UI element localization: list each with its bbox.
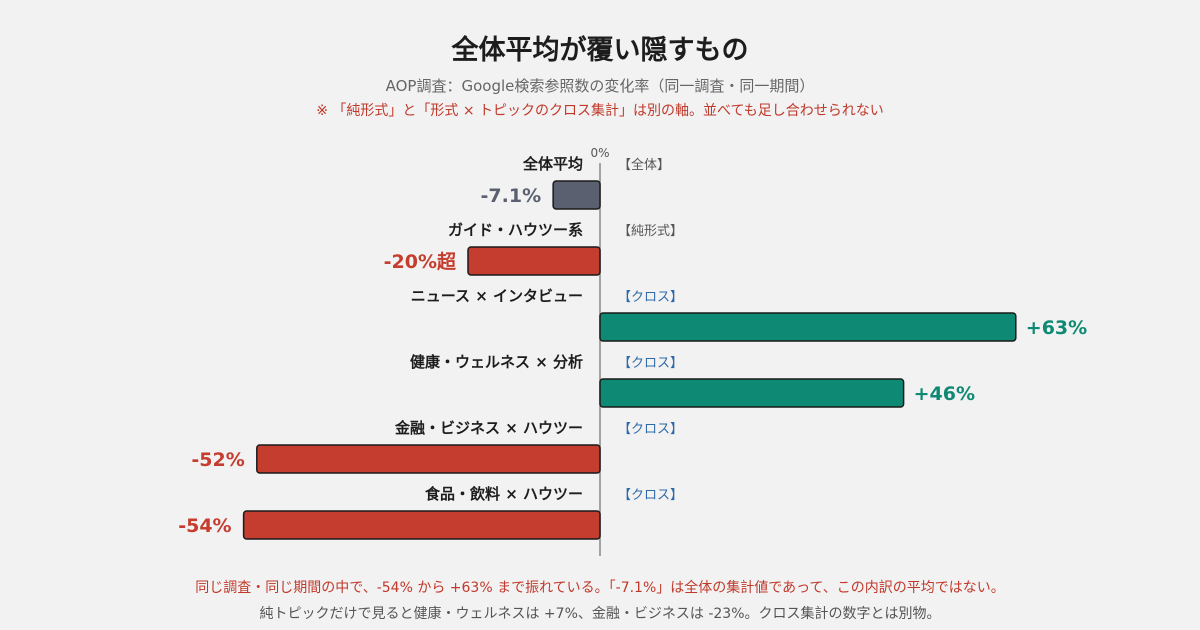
category-tag: 【クロス】	[618, 290, 683, 305]
chart-note: ※ 「純形式」と「形式 × トピックのクロス集計」は別の軸。並べても足し合わせら…	[316, 103, 884, 119]
bar	[599, 378, 905, 408]
footer-note-1: 同じ調査・同じ期間の中で、-54% から +63% まで振れている。「-7.1%…	[195, 580, 1005, 596]
category-label: ガイド・ハウツー系	[448, 221, 583, 239]
bar	[467, 246, 601, 276]
value-label: -54%	[178, 515, 231, 537]
category-label: 食品・飲料 × ハウツー	[425, 485, 583, 503]
footer-note-2: 純トピックだけで見ると健康・ウェルネスは +7%、金融・ビジネスは -23%。ク…	[259, 606, 941, 622]
chart-subtitle: AOP調査：Google検索参照数の変化率（同一調査・同一期間）	[385, 77, 815, 95]
zero-axis-label: 0%	[590, 146, 609, 160]
bar	[256, 444, 601, 474]
category-tag: 【クロス】	[618, 488, 683, 503]
bar	[242, 510, 601, 540]
category-label: 全体平均	[522, 155, 583, 173]
value-label: -52%	[191, 449, 244, 471]
category-tag: 【純形式】	[618, 224, 683, 239]
category-label: ニュース × インタビュー	[411, 287, 583, 305]
category-label: 健康・ウェルネス × 分析	[410, 353, 583, 371]
category-tag: 【全体】	[618, 157, 670, 173]
value-label: +46%	[914, 383, 975, 405]
value-label: +63%	[1026, 317, 1087, 339]
bar	[552, 180, 601, 210]
category-tag: 【クロス】	[618, 422, 683, 437]
chart-title: 全体平均が覆い隠すもの	[451, 35, 749, 66]
category-tag: 【クロス】	[618, 356, 683, 371]
category-label: 金融・ビジネス × ハウツー	[394, 419, 583, 437]
bar	[599, 312, 1017, 342]
value-label: -20%超	[384, 250, 457, 273]
value-label: -7.1%	[481, 185, 542, 207]
